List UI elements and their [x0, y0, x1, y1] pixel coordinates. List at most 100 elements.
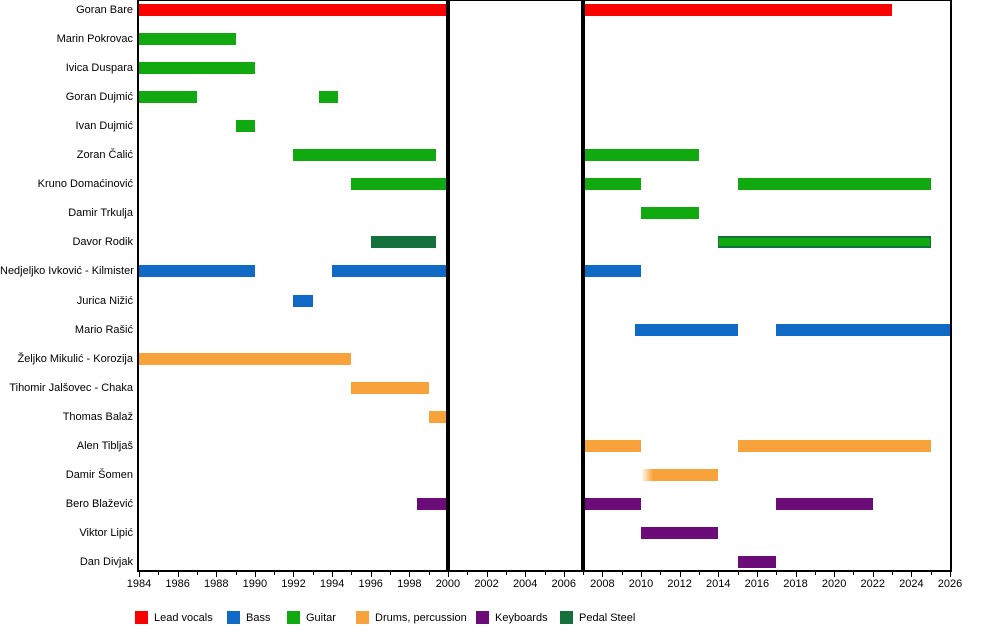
member-label: Tihomir Jalšovec - Chaka — [9, 381, 133, 394]
axis-major-tick — [950, 572, 951, 577]
timeline-bar — [583, 497, 642, 510]
timeline-bar — [139, 33, 236, 46]
member-label: Goran Dujmić — [65, 91, 133, 104]
legend-swatch-guitar — [287, 611, 300, 624]
timeline-bar — [583, 149, 699, 162]
legend-swatch-keyboards — [476, 611, 489, 624]
axis-minor-tick — [583, 572, 585, 575]
axis-major-tick — [756, 572, 758, 577]
axis-tick-label: 2012 — [667, 578, 692, 590]
axis-major-tick — [254, 572, 256, 577]
member-label: Ivica Duspara — [65, 62, 133, 75]
axis-major-tick — [872, 572, 874, 577]
axis-major-tick — [177, 572, 179, 577]
timeline-bar-overlay — [719, 238, 930, 247]
axis-tick-label: 1994 — [319, 578, 345, 590]
axis-minor-tick — [892, 572, 894, 575]
legend-label: Drums, percussion — [375, 612, 467, 624]
timeline-bar — [583, 178, 642, 191]
member-label: Damir Trkulja — [68, 207, 133, 220]
axis-major-tick — [370, 572, 372, 577]
timeline-bar — [293, 149, 437, 162]
legend-swatch-drums — [356, 611, 369, 624]
timeline-bar — [737, 555, 777, 568]
axis-major-tick — [409, 572, 411, 577]
member-label: Viktor Lipić — [79, 526, 133, 539]
axis-minor-tick — [698, 572, 700, 575]
legend-swatch-lead_vocals — [135, 611, 148, 624]
axis-minor-tick — [660, 572, 662, 575]
axis-major-tick — [679, 572, 681, 577]
member-label: Davor Rodik — [72, 236, 133, 249]
axis-major-tick — [911, 572, 913, 577]
axis-tick-label: 2010 — [628, 578, 654, 590]
member-label: Nedjeljko Ivković - Kilmister — [0, 265, 134, 278]
axis-major-tick — [139, 572, 140, 577]
member-label: Dan Divjak — [79, 555, 133, 568]
legend-label: Pedal Steel — [579, 612, 636, 624]
member-label: Željko Mikulić - Korozija — [17, 352, 133, 365]
member-label: Damir Šomen — [65, 468, 133, 481]
timeline-bar — [351, 381, 429, 394]
timeline-bar — [737, 178, 931, 191]
axis-major-tick — [525, 572, 527, 577]
axis-tick-label: 1986 — [165, 578, 190, 590]
timeline-bar — [293, 294, 313, 307]
axis-major-tick — [216, 572, 218, 577]
axis-minor-tick — [544, 572, 546, 575]
axis-minor-tick — [312, 572, 314, 575]
timeline-bar — [641, 468, 719, 481]
event-line — [445, 0, 450, 570]
member-label: Kruno Domaćinović — [37, 178, 133, 191]
member-label: Goran Bare — [76, 4, 133, 16]
member-label: Alen Tibljaš — [76, 439, 133, 452]
axis-minor-tick — [428, 572, 430, 575]
legend-label: Guitar — [306, 612, 336, 624]
timeline-bar — [139, 4, 448, 16]
member-label: Zoran Čalić — [76, 149, 133, 162]
axis-major-tick — [293, 572, 295, 577]
axis-tick-label: 2024 — [899, 578, 924, 590]
timeline-bar — [139, 62, 255, 75]
timeline-bar — [635, 323, 738, 336]
timeline-bar — [351, 178, 448, 191]
axis-major-tick — [795, 572, 797, 577]
legend-label: Bass — [246, 612, 271, 624]
timeline-bar — [318, 91, 338, 104]
timeline-bar — [139, 91, 197, 104]
axis-major-tick — [641, 572, 643, 577]
event-line — [581, 0, 586, 570]
axis-tick-label: 2000 — [435, 578, 461, 590]
axis-minor-tick — [814, 572, 816, 575]
legend-swatch-pedal_steel — [560, 611, 573, 624]
member-label: Marin Pokrovac — [56, 33, 133, 46]
timeline-bar — [332, 265, 448, 278]
axis-tick-label: 1998 — [397, 578, 422, 590]
axis-major-tick — [563, 572, 565, 577]
axis-tick-label: 1996 — [358, 578, 383, 590]
timeline-bar — [737, 439, 931, 452]
plot-frame — [137, 0, 952, 572]
axis-minor-tick — [467, 572, 469, 575]
axis-minor-tick — [351, 572, 353, 575]
member-label: Mario Rašić — [74, 323, 133, 336]
axis-minor-tick — [390, 572, 392, 575]
axis-tick-label: 2006 — [551, 578, 577, 590]
axis-tick-label: 1988 — [203, 578, 229, 590]
member-label: Jurica Nižić — [76, 294, 133, 307]
axis-tick-label: 2022 — [860, 578, 885, 590]
timeline-bar — [583, 439, 642, 452]
axis-minor-tick — [196, 572, 198, 575]
timeline-bar — [139, 265, 255, 278]
timeline-bar — [139, 352, 352, 365]
axis-tick-label: 2014 — [706, 578, 731, 590]
axis-minor-tick — [505, 572, 507, 575]
timeline-bar — [641, 526, 719, 539]
timeline-bar — [583, 265, 642, 278]
axis-minor-tick — [158, 572, 160, 575]
axis-minor-tick — [853, 572, 855, 575]
axis-minor-tick — [776, 572, 778, 575]
axis-tick-label: 1992 — [281, 578, 306, 590]
axis-major-tick — [834, 572, 836, 577]
